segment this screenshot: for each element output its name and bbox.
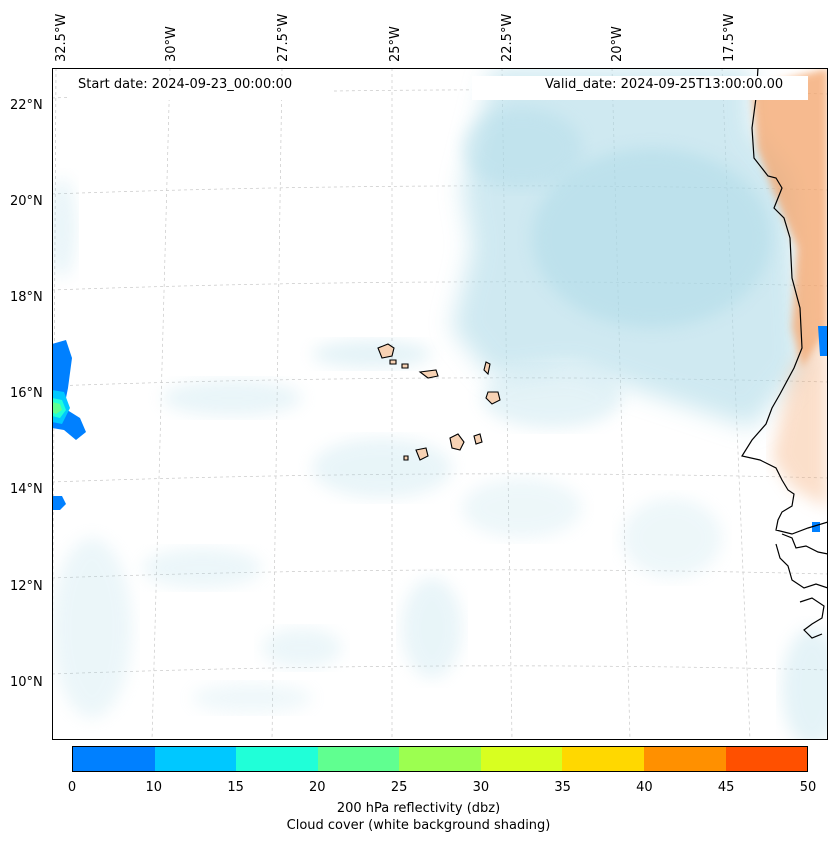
colorbar-segment-45-50: [725, 747, 808, 771]
colorbar-tick-40: 40: [636, 780, 653, 795]
start-date-background: [68, 76, 334, 100]
colorbar-segment-25-30: [399, 747, 481, 771]
colorbar-segment-35-40: [562, 747, 644, 771]
colorbar-segment-10-15: [154, 747, 237, 771]
colorbar-segment-30-35: [480, 747, 563, 771]
lat-label-10n: 10°N: [10, 675, 43, 690]
colorbar-segment-0-10: [73, 747, 155, 771]
colorbar-tick-35: 35: [554, 780, 571, 795]
colorbar-tick-15: 15: [227, 780, 244, 795]
colorbar-tick-30: 30: [472, 780, 490, 795]
lat-label-14n: 14°N: [10, 482, 43, 497]
lon-label-22.5w: 22.5°W: [500, 13, 515, 62]
lat-label-12n: 12°N: [10, 579, 43, 594]
valid-date-label: Valid_date: 2024-09-25T13:00:00.00: [545, 77, 784, 92]
lon-label-30w: 30°W: [164, 26, 179, 62]
lon-label-32.5w: 32.5°W: [54, 13, 69, 62]
colorbar-tick-10: 10: [145, 780, 163, 795]
lat-label-16n: 16°N: [10, 386, 43, 401]
start-date-label: Start date: 2024-09-23_00:00:00: [78, 77, 293, 92]
colorbar-label: 200 hPa reflectivity (dbz): [336, 801, 501, 816]
colorbar-segment-40-45: [643, 747, 726, 771]
african-coastline: [741, 68, 828, 639]
lat-label-20n: 20°N: [10, 194, 43, 209]
colorbar-tick-0: 0: [67, 780, 77, 795]
colorbar: [72, 746, 808, 772]
colorbar-tick-45: 45: [717, 780, 735, 795]
lon-label-25w: 25°W: [388, 26, 403, 62]
lon-label-27.5w: 27.5°W: [276, 13, 291, 62]
colorbar-segment-20-25: [317, 747, 400, 771]
lon-label-20w: 20°W: [610, 26, 625, 62]
lat-label-18n: 18°N: [10, 290, 43, 305]
colorbar-sublabel: Cloud cover (white background shading): [286, 818, 551, 833]
colorbar-tick-50: 50: [799, 780, 817, 795]
lat-label-22n: 22°N: [10, 98, 43, 113]
map-frame: [52, 68, 828, 740]
map-panel[interactable]: [52, 68, 828, 740]
cape-verde-islands: [377, 343, 501, 461]
cloud-cover-shading: [52, 68, 828, 740]
colorbar-tick-20: 20: [309, 780, 326, 795]
lon-label-17.5w: 17.5°W: [722, 13, 737, 62]
land-shading: [752, 68, 828, 508]
colorbar-segment-15-20: [236, 747, 318, 771]
colorbar-tick-25: 25: [390, 780, 408, 795]
valid-date-background: [472, 76, 808, 100]
